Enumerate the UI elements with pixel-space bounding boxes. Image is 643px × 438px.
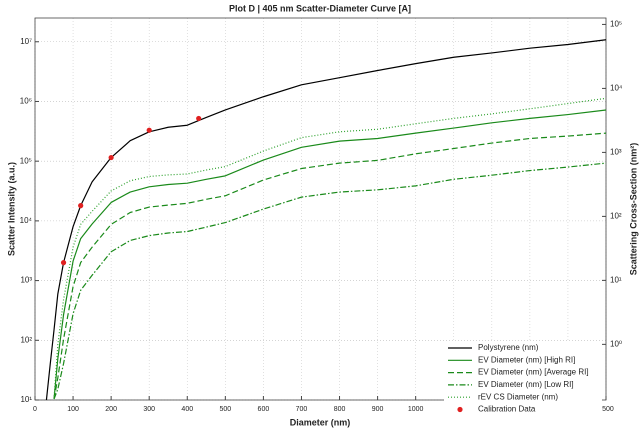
y-tick-label: 10⁵: [20, 156, 32, 165]
x-tick-label: 400: [181, 406, 193, 413]
legend-label: EV Diameter (nm) [Low RI]: [478, 380, 574, 389]
calibration-point: [196, 115, 202, 122]
legend-label: rEV CS Diameter (nm): [478, 392, 558, 401]
series-line: [53, 132, 607, 400]
y-tick-label: 10¹: [20, 395, 32, 404]
x-tick-label: 300: [143, 406, 155, 413]
calibration-point: [60, 260, 67, 266]
x-tick-label: 200: [105, 406, 117, 413]
x-axis-label: Diameter (nm): [290, 417, 351, 427]
y2-tick-label: 10⁵: [610, 20, 622, 29]
y-tick-label: 10²: [20, 335, 32, 344]
plot-frame: [34, 17, 607, 401]
x-tick-label: 1000: [408, 406, 424, 413]
x-tick-label: 900: [372, 406, 384, 413]
legend-label: Calibration Data: [478, 405, 536, 414]
x-tick-label: 100: [67, 406, 79, 413]
x-tick-label: 500: [219, 406, 231, 413]
legend-label: EV Diameter (nm) [High RI]: [478, 355, 575, 364]
x-tick-label: 1500: [598, 406, 614, 413]
legend-label: EV Diameter (nm) [Average RI]: [478, 368, 589, 377]
y-tick-label: 10⁶: [20, 97, 32, 106]
y-tick-label: 10⁷: [20, 37, 32, 46]
calibration-point: [78, 203, 84, 209]
y-axis-label: Scatter Intensity (a.u.): [6, 162, 16, 256]
series-line: [53, 109, 607, 400]
series-line: [53, 97, 607, 400]
legend-box: [444, 341, 602, 417]
x-tick-label: 600: [258, 406, 270, 413]
legend-label: Polystyrene (nm): [478, 343, 539, 352]
x-tick-label: 700: [296, 406, 308, 413]
y-tick-label: 10⁴: [20, 216, 33, 225]
x-tick-label: 0: [33, 406, 37, 413]
y2-tick-label: 10³: [610, 148, 622, 157]
y2-axis-label: Scattering Cross-Section (nm²): [628, 143, 638, 276]
series-line: [53, 162, 607, 400]
x-tick-label: 800: [334, 406, 346, 413]
y2-tick-label: 10²: [610, 211, 622, 220]
y2-tick-label: 10⁴: [610, 84, 623, 93]
calibration-point: [146, 127, 152, 133]
y-tick-label: 10³: [20, 276, 32, 285]
y2-tick-label: 10¹: [610, 275, 622, 284]
y2-tick-label: 10⁰: [610, 339, 622, 348]
chart-title: Plot D | 405 nm Scatter-Diameter Curve […: [229, 3, 411, 13]
legend-marker: [457, 406, 463, 413]
calibration-point: [108, 154, 114, 161]
